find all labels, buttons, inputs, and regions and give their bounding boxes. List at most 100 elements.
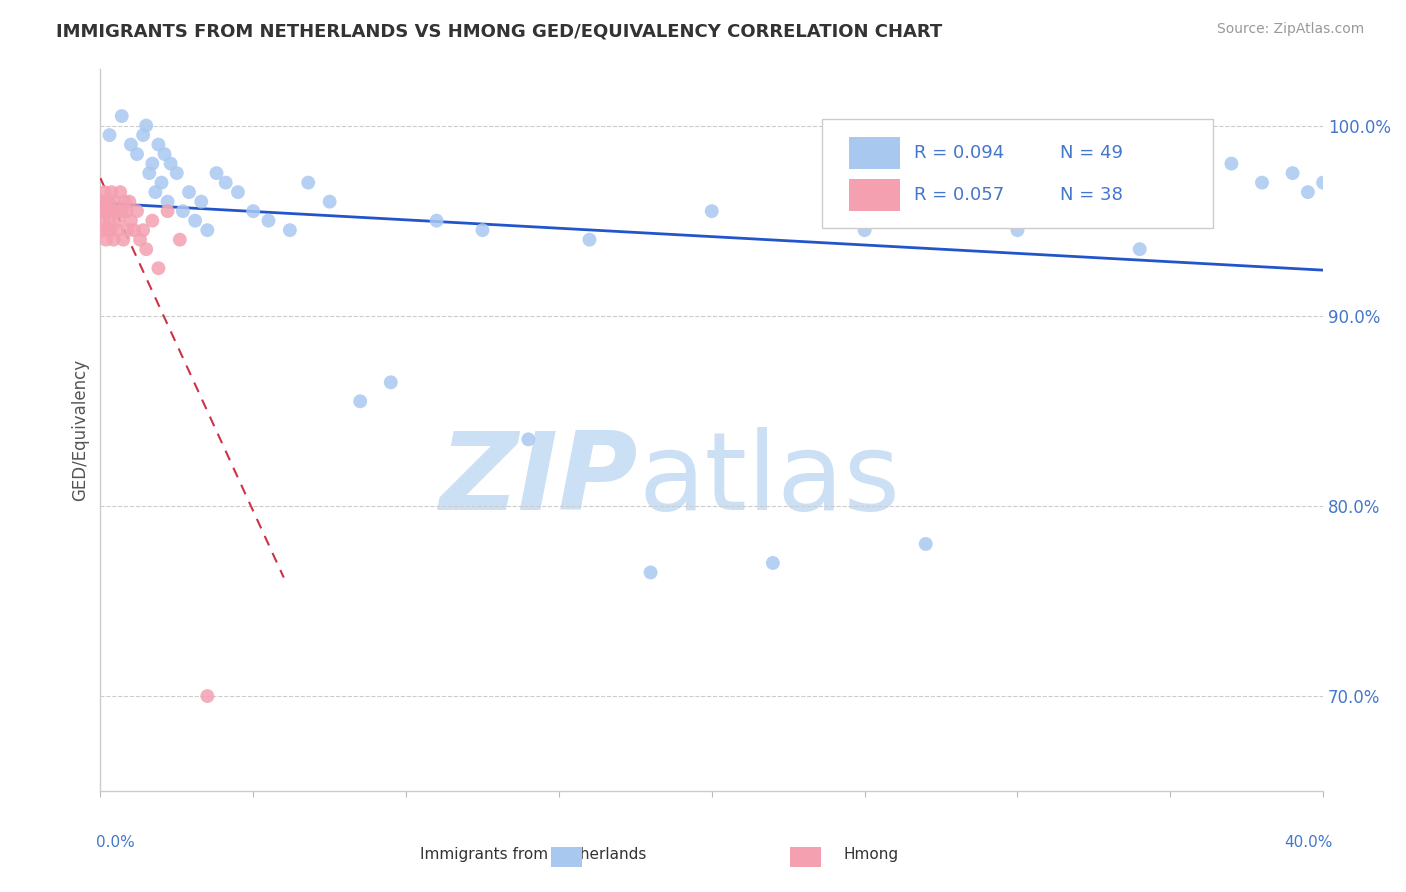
Point: [104, 204, 127, 219]
Point: [1251, 176, 1274, 190]
Bar: [849, 136, 900, 169]
Text: atlas: atlas: [638, 427, 900, 533]
Point: [96, 204, 118, 219]
Point: [578, 233, 600, 247]
Point: [177, 185, 200, 199]
Point: [153, 147, 176, 161]
Point: [91, 194, 114, 209]
Point: [226, 185, 249, 199]
Point: [1129, 242, 1152, 256]
Text: Source: ZipAtlas.com: Source: ZipAtlas.com: [1216, 22, 1364, 37]
Text: 40.0%: 40.0%: [1285, 836, 1333, 850]
Point: [148, 261, 170, 276]
Point: [98, 213, 121, 227]
Point: [1281, 166, 1303, 180]
Point: [97, 223, 120, 237]
Point: [517, 433, 540, 447]
Point: [93, 185, 115, 199]
Point: [1296, 185, 1319, 199]
Y-axis label: GED/Equivalency: GED/Equivalency: [72, 359, 89, 501]
Text: R = 0.057: R = 0.057: [914, 186, 1004, 204]
Point: [380, 376, 402, 390]
Point: [111, 204, 134, 219]
Point: [169, 233, 191, 247]
Point: [1067, 213, 1090, 227]
Point: [100, 185, 122, 199]
Point: [195, 223, 218, 237]
Point: [853, 223, 876, 237]
Point: [93, 213, 115, 227]
Point: [215, 176, 238, 190]
Point: [150, 176, 173, 190]
Point: [349, 394, 371, 409]
Point: [156, 194, 179, 209]
Text: 0.0%: 0.0%: [96, 836, 135, 850]
Point: [114, 194, 136, 209]
Point: [166, 166, 188, 180]
Point: [96, 194, 118, 209]
Point: [103, 233, 125, 247]
Point: [1312, 176, 1334, 190]
FancyBboxPatch shape: [821, 120, 1213, 227]
Text: Hmong: Hmong: [844, 847, 898, 862]
Point: [122, 223, 145, 237]
Point: [105, 223, 128, 237]
Point: [141, 213, 163, 227]
Point: [1159, 185, 1181, 199]
Point: [120, 213, 142, 227]
Point: [93, 204, 115, 219]
Point: [135, 119, 157, 133]
Point: [190, 194, 212, 209]
Point: [172, 204, 194, 219]
Text: N = 38: N = 38: [1060, 186, 1123, 204]
Point: [914, 537, 936, 551]
Point: [118, 194, 141, 209]
Point: [184, 213, 207, 227]
Point: [98, 128, 121, 142]
Text: IMMIGRANTS FROM NETHERLANDS VS HMONG GED/EQUIVALENCY CORRELATION CHART: IMMIGRANTS FROM NETHERLANDS VS HMONG GED…: [56, 22, 942, 40]
Point: [117, 223, 139, 237]
Point: [132, 128, 155, 142]
Point: [97, 194, 120, 209]
Point: [471, 223, 494, 237]
Point: [111, 109, 134, 123]
Point: [90, 223, 112, 237]
Text: R = 0.094: R = 0.094: [914, 144, 1004, 161]
Point: [112, 233, 135, 247]
Point: [101, 204, 124, 219]
Text: Immigrants from Netherlands: Immigrants from Netherlands: [420, 847, 647, 862]
Point: [278, 223, 301, 237]
Point: [110, 185, 132, 199]
Point: [242, 204, 264, 219]
Point: [125, 147, 148, 161]
Point: [159, 156, 181, 170]
Point: [318, 194, 340, 209]
Point: [195, 689, 218, 703]
Point: [257, 213, 280, 227]
Point: [205, 166, 228, 180]
Point: [640, 566, 662, 580]
Point: [115, 204, 138, 219]
Point: [145, 185, 167, 199]
Point: [138, 166, 160, 180]
Text: N = 49: N = 49: [1060, 144, 1123, 161]
Point: [94, 233, 117, 247]
Point: [132, 223, 155, 237]
Point: [762, 556, 785, 570]
Point: [1189, 166, 1212, 180]
Point: [135, 242, 157, 256]
Bar: [849, 179, 900, 211]
Point: [107, 213, 129, 227]
Point: [426, 213, 449, 227]
Point: [1220, 156, 1243, 170]
Point: [297, 176, 319, 190]
Point: [129, 233, 152, 247]
Point: [148, 137, 170, 152]
Point: [1007, 223, 1029, 237]
Point: [700, 204, 723, 219]
Text: ZIP: ZIP: [440, 427, 638, 533]
Point: [125, 204, 148, 219]
Point: [94, 204, 117, 219]
Point: [156, 204, 179, 219]
Point: [104, 194, 127, 209]
